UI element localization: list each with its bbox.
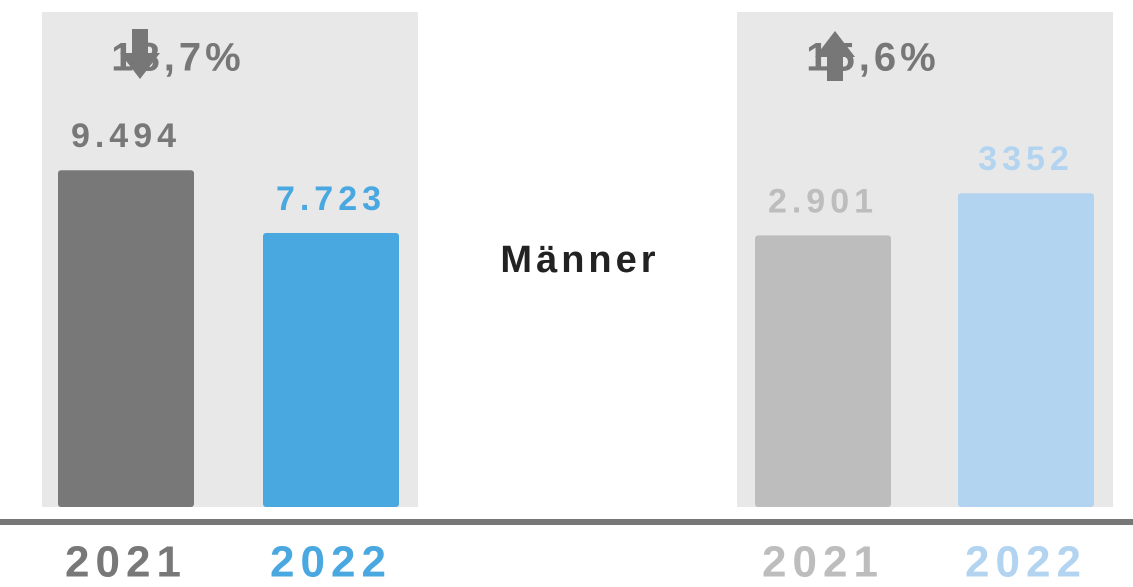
year-label: 2021 xyxy=(65,538,187,587)
year-label: 2022 xyxy=(270,538,392,587)
bar xyxy=(58,170,194,508)
value-label: 9.494 xyxy=(71,117,181,155)
bar xyxy=(755,235,891,507)
trend-arrow xyxy=(120,29,160,79)
value-label: 7.723 xyxy=(276,180,386,218)
value-label: 3352 xyxy=(978,140,1074,178)
change-label: 18,7% xyxy=(111,36,244,80)
value-label: 2.901 xyxy=(768,182,878,220)
bar xyxy=(263,233,399,507)
bar xyxy=(958,193,1094,507)
year-label: 2022 xyxy=(965,538,1087,587)
year-label: 2021 xyxy=(762,538,884,587)
trend-arrow xyxy=(815,31,855,81)
change-label: 15,6% xyxy=(806,36,939,80)
baseline xyxy=(0,519,1133,525)
center-label: Männer xyxy=(500,239,659,281)
